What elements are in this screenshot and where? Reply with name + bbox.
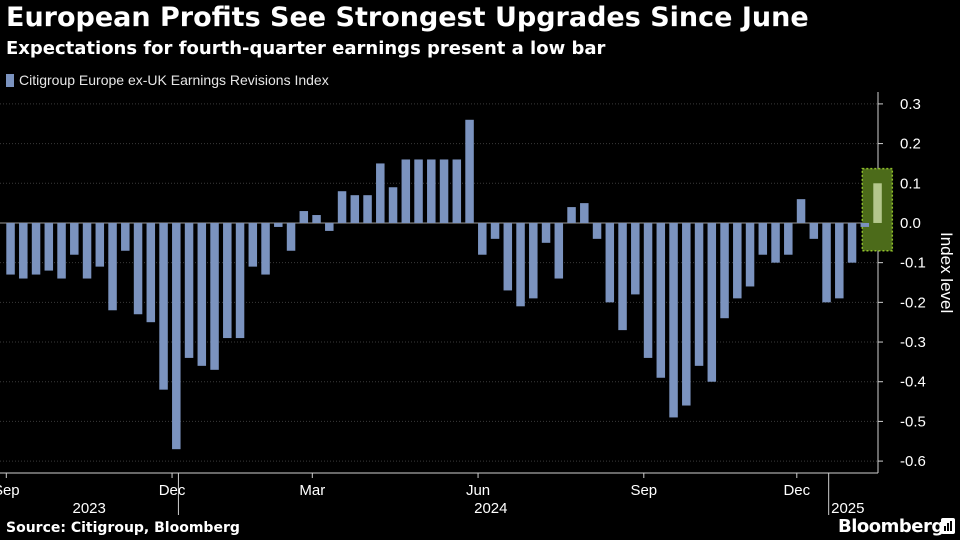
y-tick-label: -0.6 bbox=[900, 453, 926, 470]
bar bbox=[452, 159, 462, 223]
bar bbox=[656, 222, 666, 378]
bar bbox=[286, 222, 296, 251]
bar bbox=[108, 222, 117, 311]
legend: Citigroup Europe ex-UK Earnings Revision… bbox=[6, 72, 329, 88]
x-tick-label: Dec bbox=[783, 482, 810, 499]
bar bbox=[414, 159, 423, 223]
x-tick-label: Sep bbox=[0, 482, 20, 499]
bar bbox=[223, 222, 232, 339]
bar bbox=[350, 195, 360, 223]
y-axis-title: Index level bbox=[937, 232, 956, 313]
y-tick-label: 0.3 bbox=[900, 96, 921, 113]
bloomberg-chart-icon bbox=[941, 518, 955, 534]
bar bbox=[860, 222, 870, 227]
bar bbox=[567, 207, 576, 223]
x-tick-label: Sep bbox=[630, 482, 657, 499]
year-label: 2024 bbox=[474, 500, 507, 517]
bar bbox=[580, 203, 589, 223]
y-tick-label: -0.1 bbox=[900, 255, 926, 272]
x-tick-label: Jun bbox=[466, 482, 490, 499]
bar bbox=[299, 211, 309, 223]
bar bbox=[401, 159, 411, 223]
bar bbox=[439, 159, 449, 223]
bar bbox=[31, 222, 41, 275]
year-label: 2025 bbox=[831, 500, 864, 517]
bar bbox=[210, 222, 219, 370]
bar bbox=[235, 222, 245, 339]
bar bbox=[873, 183, 882, 223]
legend-label: Citigroup Europe ex-UK Earnings Revision… bbox=[19, 72, 329, 88]
bar bbox=[669, 222, 678, 418]
bar bbox=[325, 222, 334, 231]
bar bbox=[643, 222, 653, 358]
bar bbox=[44, 222, 54, 271]
bar bbox=[312, 215, 321, 223]
bar bbox=[82, 222, 92, 279]
bar bbox=[427, 159, 436, 223]
bar bbox=[682, 222, 691, 406]
bar bbox=[19, 222, 28, 279]
brand-logo: Bloomberg bbox=[838, 516, 944, 537]
bar bbox=[57, 222, 66, 279]
y-tick-label: 0.0 bbox=[900, 215, 921, 232]
bar bbox=[490, 222, 500, 239]
bar bbox=[172, 222, 181, 450]
y-tick-label: 0.1 bbox=[900, 175, 921, 192]
y-tick-label: -0.3 bbox=[900, 334, 926, 351]
chart-title: European Profits See Strongest Upgrades … bbox=[6, 2, 809, 33]
bar bbox=[529, 222, 538, 299]
bar bbox=[618, 222, 627, 331]
chart-subtitle: Expectations for fourth-quarter earnings… bbox=[6, 38, 606, 59]
bar bbox=[274, 222, 283, 227]
bar bbox=[784, 222, 793, 255]
legend-swatch bbox=[6, 73, 14, 87]
bar bbox=[95, 222, 105, 267]
bar bbox=[337, 191, 347, 223]
bar bbox=[159, 222, 168, 390]
bar bbox=[809, 222, 819, 239]
y-tick-label: 0.2 bbox=[900, 136, 921, 153]
bar bbox=[554, 222, 564, 279]
y-tick-label: -0.5 bbox=[900, 413, 926, 430]
bar bbox=[771, 222, 780, 263]
bar bbox=[363, 195, 372, 223]
bar bbox=[758, 222, 768, 255]
y-tick-label: -0.2 bbox=[900, 294, 926, 311]
bar bbox=[592, 222, 602, 239]
bar bbox=[478, 222, 487, 255]
bar bbox=[6, 222, 15, 275]
bar bbox=[184, 222, 194, 358]
bar bbox=[146, 222, 156, 323]
bar bbox=[847, 222, 857, 263]
bar bbox=[516, 222, 525, 307]
bar bbox=[503, 222, 513, 291]
bar bbox=[70, 222, 79, 255]
bar bbox=[822, 222, 831, 303]
bar bbox=[133, 222, 143, 315]
bar bbox=[733, 222, 742, 299]
bar bbox=[631, 222, 640, 295]
year-label: 2023 bbox=[72, 500, 105, 517]
bar bbox=[388, 187, 398, 223]
source-note: Source: Citigroup, Bloomberg bbox=[6, 520, 240, 536]
bar bbox=[835, 222, 844, 299]
bar bbox=[720, 222, 729, 319]
y-tick-label: -0.4 bbox=[900, 374, 926, 391]
bar bbox=[745, 222, 755, 287]
bar bbox=[376, 163, 385, 223]
bar bbox=[605, 222, 615, 303]
x-tick-label: Dec bbox=[159, 482, 186, 499]
bar bbox=[694, 222, 704, 366]
bar bbox=[197, 222, 207, 366]
bar bbox=[465, 119, 474, 223]
x-tick-label: Mar bbox=[299, 482, 325, 499]
bar bbox=[261, 222, 270, 275]
bar bbox=[121, 222, 130, 251]
bar bbox=[248, 222, 258, 267]
bar bbox=[541, 222, 551, 243]
bar bbox=[707, 222, 717, 382]
bar bbox=[796, 199, 806, 223]
